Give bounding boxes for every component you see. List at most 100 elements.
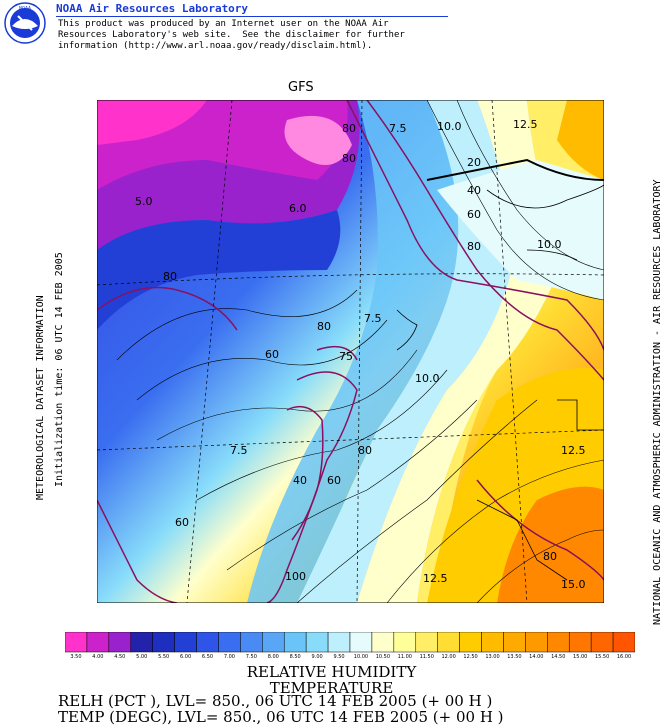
contour-label: 10.0 — [415, 372, 440, 385]
colorbar-swatch — [240, 632, 263, 653]
colorbar-swatch — [459, 632, 482, 653]
colorbar-swatch — [65, 632, 88, 653]
colorbar-swatch — [283, 632, 307, 653]
colorbar-label: 12.00 — [441, 654, 455, 660]
contour-label: 10.0 — [437, 120, 462, 133]
colorbar-label: 5.00 — [136, 654, 147, 660]
colorbar-label: 8.50 — [290, 654, 301, 660]
colorbar-swatch — [86, 632, 110, 653]
colorbar-swatch — [503, 632, 526, 653]
contour-label: 10.0 — [537, 238, 562, 251]
colorbar-swatch — [590, 632, 614, 653]
colorbar-label: 9.50 — [333, 654, 344, 660]
contour-label: 5.0 — [135, 195, 153, 208]
contour-label: 7.5 — [364, 312, 382, 325]
humidity-contours — [97, 100, 604, 603]
color-scale-bar: 3.50 4.00 4.50 5.00 5.50 6.00 6.50 7.00 7.50 8.00… — [65, 632, 635, 660]
contour-label: 60 — [265, 348, 279, 361]
contour-lines — [116, 100, 604, 603]
colorbar-label: 6.50 — [202, 654, 213, 660]
colorbar-label: 10.00 — [354, 654, 368, 660]
contour-label: 12.5 — [561, 444, 586, 457]
colorbar-label: 12.50 — [463, 654, 477, 660]
colorbar-label: 6.00 — [180, 654, 191, 660]
colorbar-swatch — [568, 632, 592, 653]
warm-corner — [557, 100, 604, 180]
blue-band — [97, 210, 341, 330]
contour-label: 40 — [293, 474, 307, 487]
colorbar-label: 11.50 — [420, 654, 434, 660]
colorbar-label: 16.00 — [617, 654, 631, 660]
light-cyan-band — [297, 100, 517, 603]
colorbar-label: 4.50 — [114, 654, 125, 660]
disclaimer-line-2: Resources Laboratory's web site. See the… — [58, 30, 405, 40]
colorbar-label: 3.50 — [70, 654, 81, 660]
colorbar-label: 8.00 — [268, 654, 279, 660]
colorbar-label: 9.00 — [312, 654, 323, 660]
contour-label: 80 — [317, 320, 331, 333]
colorbar-label: 10.50 — [376, 654, 390, 660]
colorbar-swatch — [152, 632, 175, 653]
model-label: GFS — [288, 80, 314, 95]
contour-label: 60 — [467, 208, 481, 221]
contour-label: 80 — [342, 152, 356, 165]
humidity-temperature-map: 80 7.5 10.0 12.5 80 20 40 5.0 6.0 60 80 … — [97, 100, 604, 603]
disclaimer-text: This product was produced by an Internet… — [58, 19, 405, 52]
colorbar-swatch — [174, 632, 197, 653]
dry-region-pink — [97, 100, 207, 145]
contour-label: 40 — [467, 184, 481, 197]
contour-label: 7.5 — [389, 122, 407, 135]
contour-label: 80 — [358, 444, 372, 457]
moist-pocket — [437, 160, 604, 300]
contour-labels: 80 7.5 10.0 12.5 80 20 40 5.0 6.0 60 80 … — [135, 118, 586, 591]
cyan-band — [247, 100, 497, 603]
colorbar-swatch — [547, 632, 570, 653]
front-line — [426, 158, 604, 181]
contour-label: 75 — [339, 350, 353, 363]
variable-title-1: RELATIVE HUMIDITY — [246, 663, 417, 681]
contour-label: 20 — [467, 156, 481, 169]
lab-title[interactable]: NOAA Air Resources Laboratory — [56, 2, 249, 15]
noaa-logo[interactable]: NOAA — [4, 2, 46, 44]
colorbar-swatch — [218, 632, 241, 653]
colorbar-label: 4.00 — [92, 654, 103, 660]
dataset-info-label: METEOROLOGICAL DATASET INFORMATION — [35, 295, 46, 500]
colorbar-swatch — [481, 632, 504, 653]
colorbar-label: 11.00 — [398, 654, 412, 660]
colorbar-swatch — [437, 632, 460, 653]
colorbar-swatch — [130, 632, 153, 653]
hot-region — [497, 486, 604, 603]
colorbar-swatch — [196, 632, 219, 653]
contour-label: 12.5 — [513, 118, 538, 131]
colorbar-swatch — [262, 632, 285, 653]
disclaimer-line-3[interactable]: information (http://www.arl.noaa.gov/rea… — [58, 41, 373, 51]
svg-text:NOAA: NOAA — [19, 6, 31, 12]
agency-label: NATIONAL OCEANIC AND ATMOSPHERIC ADMINIS… — [652, 179, 663, 625]
colorbar-label: 14.00 — [529, 654, 543, 660]
colorbar-swatch — [525, 632, 548, 653]
variable-title-2: TEMPERATURE — [269, 679, 394, 697]
contour-label: 80 — [543, 550, 557, 563]
contour-label: 80 — [342, 122, 356, 135]
title-underline — [56, 16, 448, 17]
header: NOAA NOAA Air Resources Laboratory This … — [0, 0, 460, 56]
contour-label: 80 — [467, 240, 481, 253]
colorbar-label: 15.50 — [595, 654, 609, 660]
colorbar-swatch — [371, 632, 395, 653]
colorbar-swatch — [305, 632, 329, 653]
contour-label: 60 — [327, 474, 341, 487]
contour-label: 80 — [163, 270, 177, 283]
colorbar-label: 13.50 — [507, 654, 521, 660]
colorbar-label: 13.00 — [485, 654, 499, 660]
contour-label: 15.0 — [561, 578, 586, 591]
disclaimer-line-1: This product was produced by an Internet… — [58, 19, 389, 29]
contour-label: 12.5 — [423, 572, 448, 585]
colorbar-swatch — [612, 632, 635, 653]
contour-label: 6.0 — [289, 202, 307, 215]
contour-label: 60 — [175, 516, 189, 529]
colorbar-swatch — [349, 632, 373, 653]
colorbar-label: 14.50 — [551, 654, 565, 660]
colorbar-swatch — [393, 632, 417, 653]
colorbar-label: 5.50 — [158, 654, 169, 660]
init-time-label: Initialization time: 06 UTC 14 FEB 2005 — [54, 252, 65, 487]
